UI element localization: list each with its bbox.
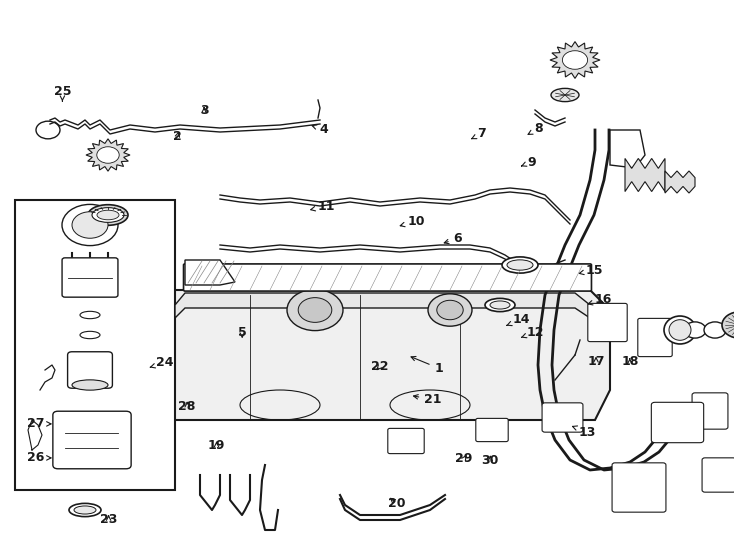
Polygon shape: [145, 290, 610, 420]
Circle shape: [62, 205, 118, 246]
Text: 1: 1: [411, 356, 443, 375]
Ellipse shape: [97, 210, 119, 220]
Circle shape: [437, 300, 463, 320]
Text: 14: 14: [506, 313, 530, 326]
Polygon shape: [625, 158, 665, 192]
Polygon shape: [86, 139, 130, 171]
Text: 4: 4: [312, 123, 328, 136]
FancyBboxPatch shape: [53, 411, 131, 469]
Text: 9: 9: [521, 156, 536, 168]
Ellipse shape: [551, 89, 579, 102]
Ellipse shape: [74, 506, 96, 514]
Circle shape: [298, 298, 332, 322]
Text: 7: 7: [471, 127, 486, 140]
Ellipse shape: [69, 503, 101, 517]
FancyBboxPatch shape: [692, 393, 728, 429]
FancyBboxPatch shape: [62, 258, 118, 297]
Circle shape: [684, 322, 706, 338]
Text: 8: 8: [528, 122, 543, 135]
Text: 25: 25: [54, 85, 71, 101]
Polygon shape: [185, 260, 235, 285]
FancyBboxPatch shape: [68, 352, 112, 388]
Text: 12: 12: [521, 326, 545, 339]
FancyBboxPatch shape: [184, 264, 592, 291]
Text: 17: 17: [587, 355, 605, 368]
Polygon shape: [610, 130, 645, 168]
Polygon shape: [665, 171, 695, 193]
Text: 21: 21: [413, 393, 442, 406]
Text: 10: 10: [400, 215, 425, 228]
Text: 18: 18: [621, 355, 639, 368]
FancyBboxPatch shape: [542, 403, 583, 432]
Ellipse shape: [80, 332, 100, 339]
Text: 27: 27: [26, 417, 51, 430]
Ellipse shape: [92, 208, 124, 222]
FancyBboxPatch shape: [702, 458, 734, 492]
Ellipse shape: [490, 301, 510, 309]
Ellipse shape: [664, 316, 696, 344]
Text: 26: 26: [26, 451, 51, 464]
Circle shape: [72, 212, 108, 238]
Ellipse shape: [88, 205, 128, 225]
Ellipse shape: [80, 312, 100, 319]
Polygon shape: [550, 42, 600, 78]
Polygon shape: [175, 293, 590, 318]
Text: 30: 30: [482, 454, 499, 467]
Text: 2: 2: [173, 130, 182, 143]
FancyBboxPatch shape: [588, 303, 627, 342]
Ellipse shape: [502, 257, 538, 273]
Text: 15: 15: [579, 264, 603, 276]
Text: 3: 3: [200, 104, 208, 117]
Text: 5: 5: [238, 326, 247, 339]
Ellipse shape: [507, 260, 533, 270]
FancyBboxPatch shape: [651, 402, 704, 443]
FancyBboxPatch shape: [476, 418, 508, 442]
Text: 6: 6: [444, 232, 462, 245]
Text: 19: 19: [208, 439, 225, 452]
FancyBboxPatch shape: [638, 319, 672, 356]
Text: 11: 11: [310, 200, 335, 213]
Circle shape: [562, 51, 588, 69]
Circle shape: [287, 289, 343, 330]
FancyBboxPatch shape: [388, 428, 424, 454]
Ellipse shape: [669, 320, 691, 340]
Bar: [15, 200, 175, 490]
Text: 22: 22: [371, 360, 389, 373]
Text: 20: 20: [388, 497, 405, 510]
Ellipse shape: [72, 380, 108, 390]
Text: 16: 16: [588, 293, 612, 306]
Text: 29: 29: [455, 453, 473, 465]
Circle shape: [428, 294, 472, 326]
Circle shape: [704, 322, 726, 338]
Circle shape: [97, 147, 119, 163]
Circle shape: [722, 312, 734, 338]
FancyBboxPatch shape: [612, 463, 666, 512]
Text: 24: 24: [150, 356, 173, 369]
Text: 28: 28: [178, 400, 196, 413]
Text: 23: 23: [100, 513, 117, 526]
Text: 13: 13: [573, 426, 596, 438]
Ellipse shape: [485, 299, 515, 312]
